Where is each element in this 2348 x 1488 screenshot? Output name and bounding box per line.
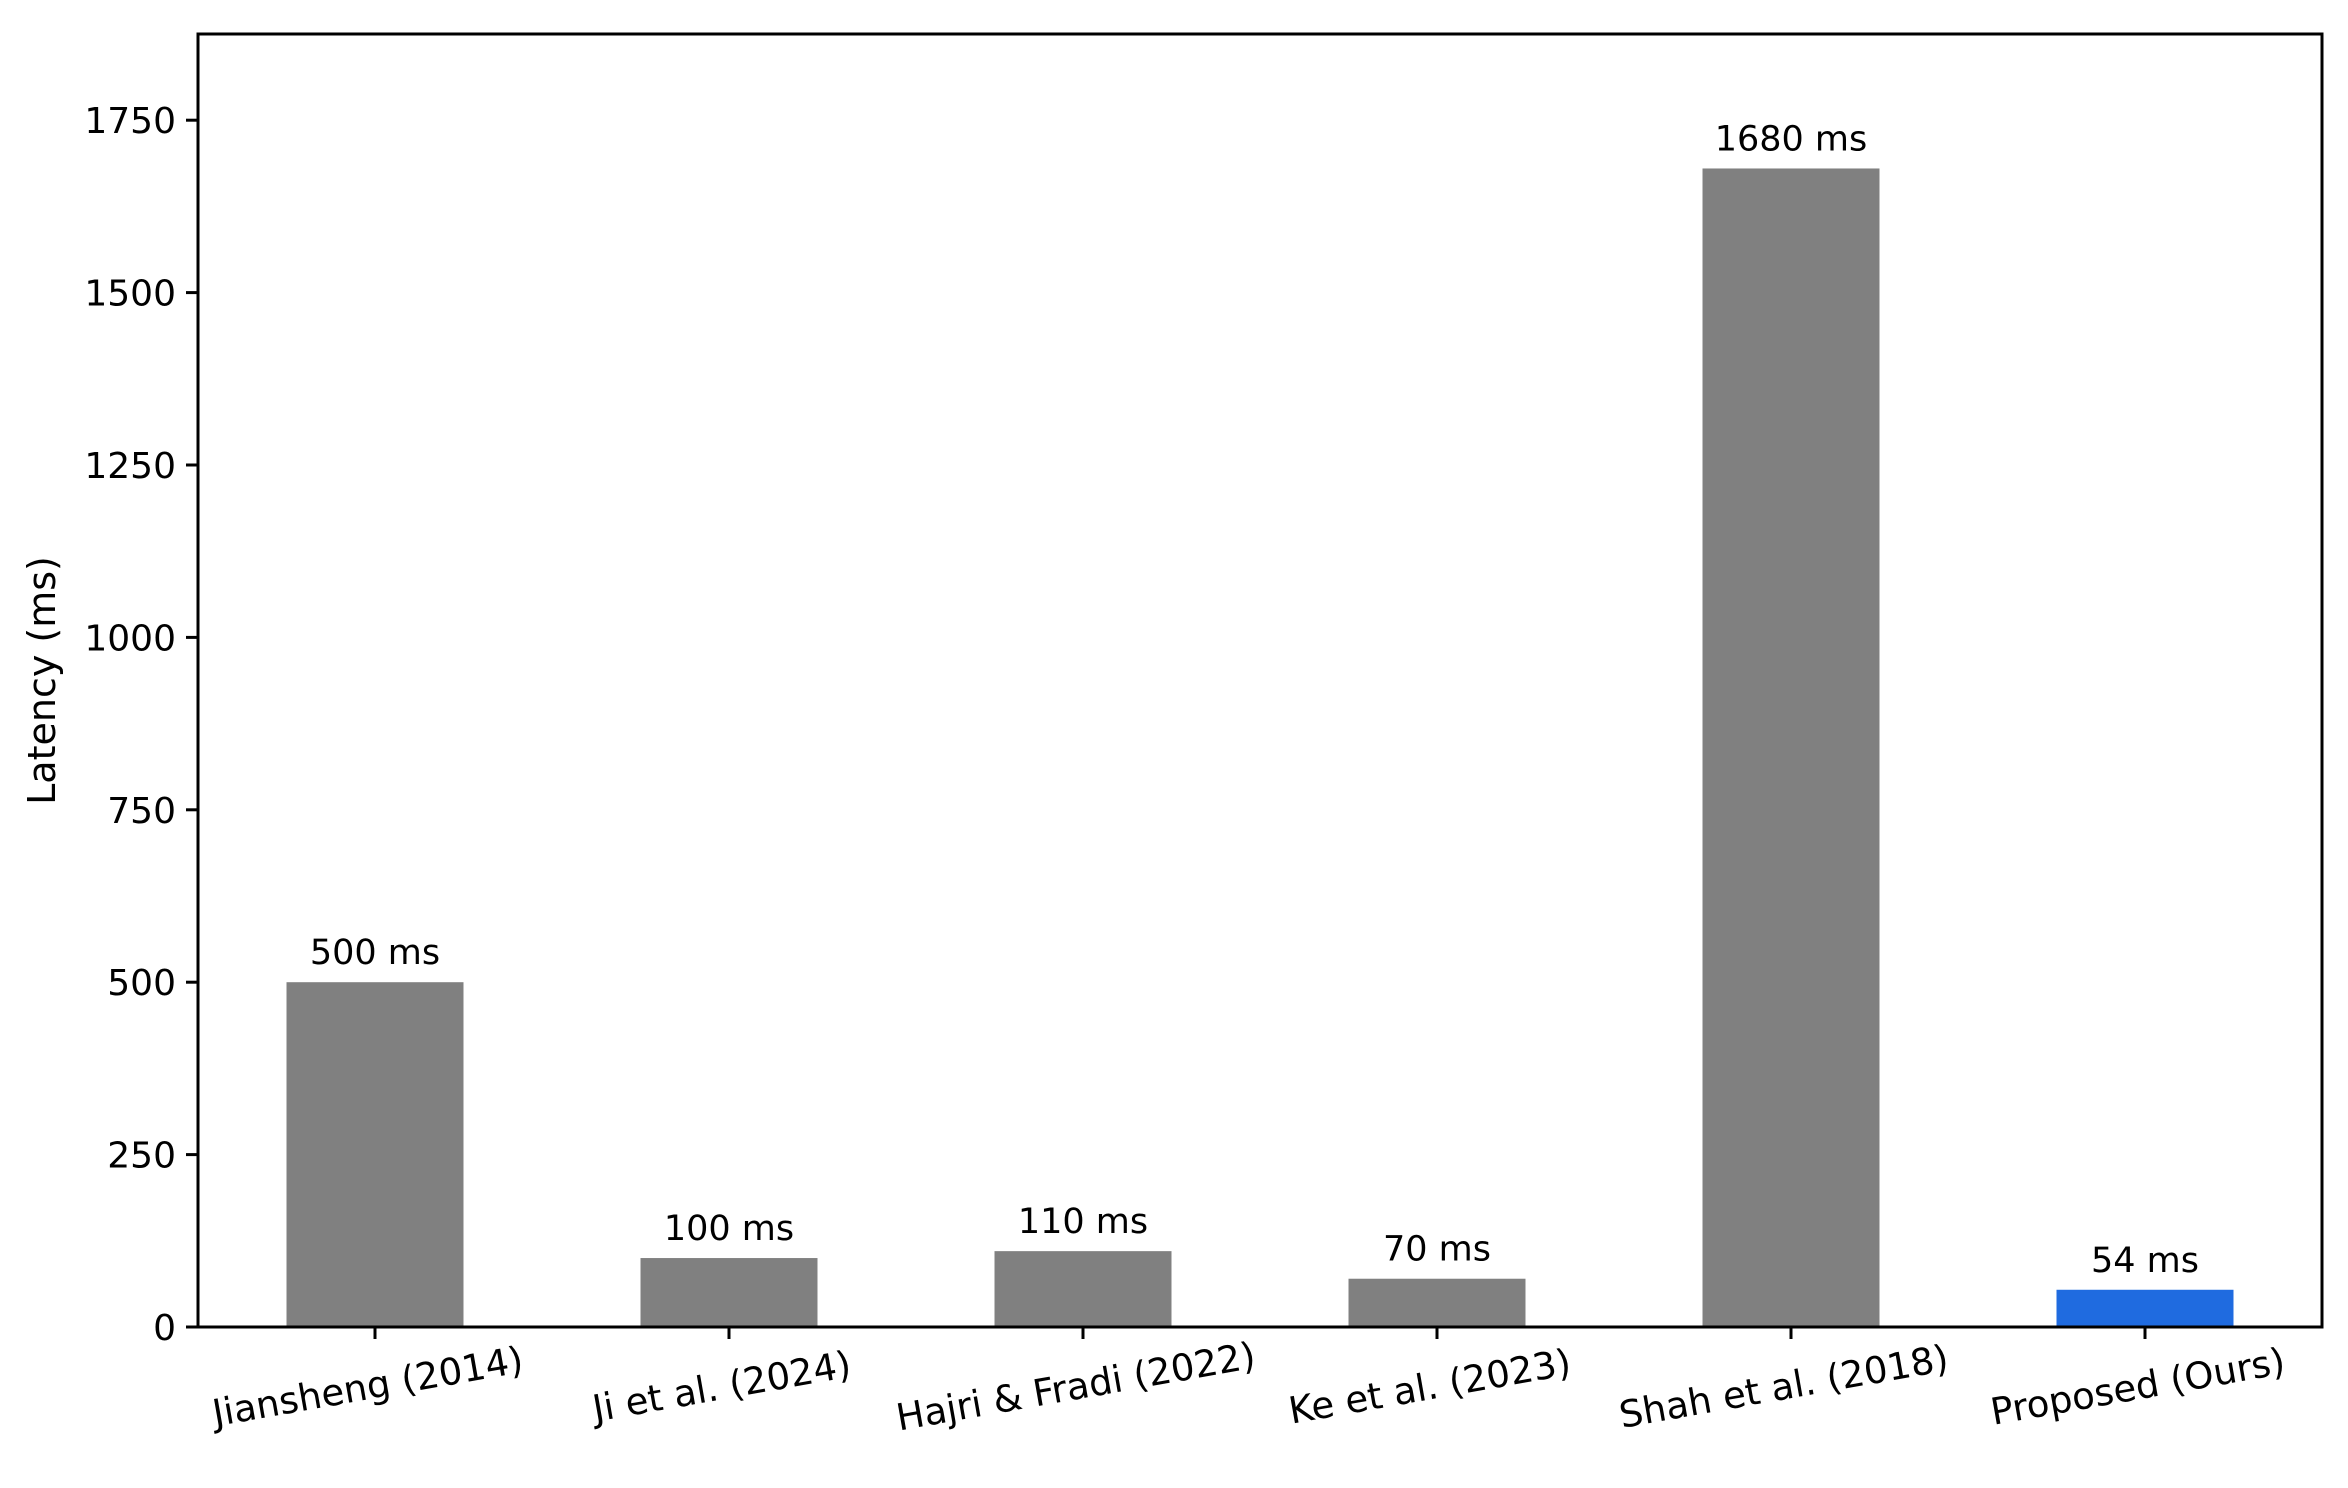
x-tick-label-5: Shah et al. (2018) xyxy=(1616,1337,1952,1437)
y-tick-label-500: 500 xyxy=(107,963,176,1004)
bar-5 xyxy=(1702,168,1880,1327)
bars-layer xyxy=(286,168,2234,1327)
data-label-6: 54 ms xyxy=(2091,1241,2199,1281)
y-tick-label-0: 0 xyxy=(153,1308,176,1349)
y-tick-label-1500: 1500 xyxy=(84,274,176,315)
bar-1 xyxy=(286,982,464,1327)
y-tick-label-1750: 1750 xyxy=(84,101,176,142)
data-label-5: 1680 ms xyxy=(1715,119,1868,159)
y-tick-label-1000: 1000 xyxy=(84,618,176,659)
data-label-3: 110 ms xyxy=(1018,1202,1148,1242)
x-tick-label-3: Hajri & Fradi (2022) xyxy=(893,1334,1259,1440)
data-label-2: 100 ms xyxy=(664,1209,794,1249)
bar-6 xyxy=(2056,1289,2234,1327)
bar-4 xyxy=(1348,1278,1526,1327)
x-tick-label-6: Proposed (Ours) xyxy=(1987,1340,2288,1434)
x-tick-label-1: Jiansheng (2014) xyxy=(207,1338,526,1435)
x-tick-label-2: Ji et al. (2024) xyxy=(587,1343,854,1431)
y-axis-title: Latency (ms) xyxy=(20,556,64,805)
y-tick-label-750: 750 xyxy=(107,791,176,832)
bar-2 xyxy=(640,1258,818,1327)
x-tick-label-4: Ke et al. (2023) xyxy=(1286,1341,1575,1433)
data-label-1: 500 ms xyxy=(310,933,440,973)
y-tick-label-250: 250 xyxy=(107,1136,176,1177)
plot-frame xyxy=(196,32,2324,1329)
data-label-4: 70 ms xyxy=(1383,1230,1491,1270)
data-labels-layer: 500 ms 100 ms 110 ms 70 ms 1680 ms 54 ms xyxy=(310,119,2199,1280)
bar-3 xyxy=(994,1251,1172,1327)
y-tick-label-1250: 1250 xyxy=(84,446,176,487)
